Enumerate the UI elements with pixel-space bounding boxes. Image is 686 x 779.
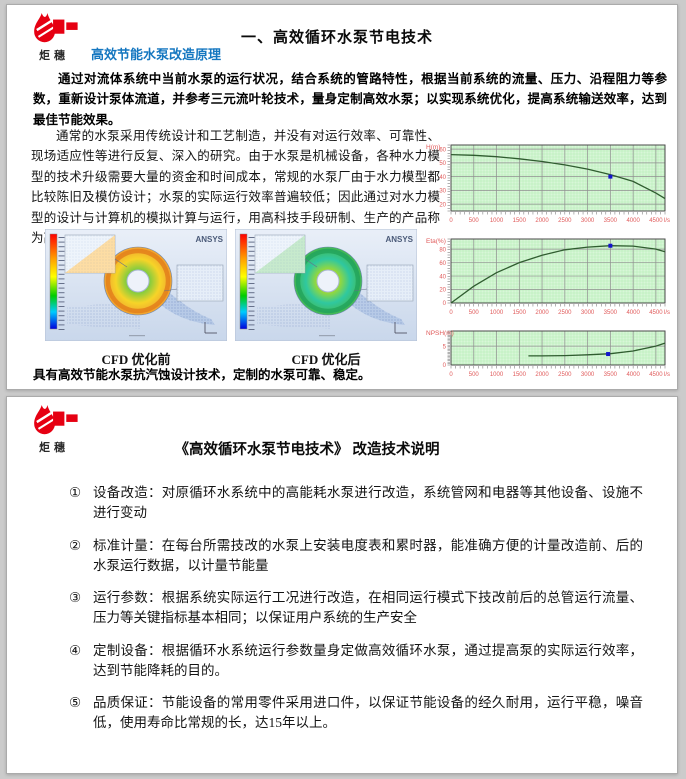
logo-text: 炬穗 <box>39 50 69 62</box>
item-number: ② <box>69 537 82 553</box>
svg-text:l/s: l/s <box>664 218 670 224</box>
svg-text:4000: 4000 <box>626 218 640 224</box>
page-2: 炬穗 《高效循环水泵节电技术》 改造技术说明 ① 设备改造：对原循环水系统中的高… <box>6 396 678 774</box>
svg-text:4000: 4000 <box>626 310 640 316</box>
svg-text:20: 20 <box>439 288 446 294</box>
cfd-image-before: ANSYS CFD 优化前 <box>45 229 227 368</box>
item-text: 运行参数：根据系统实际运行工况进行改造，在相同运行模式下技改前后的总管运行流量、… <box>93 590 643 626</box>
item-number: ⑤ <box>69 695 82 710</box>
svg-text:l/s: l/s <box>664 372 670 378</box>
svg-text:l/s: l/s <box>664 310 670 316</box>
bottom-note: 具有高效节能水泵抗汽蚀设计技术，定制的水泵可靠、稳定。 <box>33 368 371 382</box>
svg-text:60: 60 <box>439 147 446 153</box>
svg-text:1000: 1000 <box>490 310 504 316</box>
svg-text:60: 60 <box>439 261 446 267</box>
svg-text:3000: 3000 <box>581 310 595 316</box>
svg-text:1000: 1000 <box>490 372 504 378</box>
list-item: ② 标准计量：在每台所需技改的水泵上安装电度表和累时器，能准确方便的计量改造前、… <box>69 536 643 577</box>
svg-text:2000: 2000 <box>535 218 549 224</box>
list-item: ① 设备改造：对原循环水系统中的高能耗水泵进行改造，系统管网和电器等其他设备、设… <box>69 483 643 524</box>
svg-text:Eta(%): Eta(%) <box>426 238 446 245</box>
svg-text:NPSH(m): NPSH(m) <box>426 330 454 337</box>
svg-text:2500: 2500 <box>558 372 572 378</box>
item-text: 定制设备：根据循环水系统运行参数量身定做高效循环水泵，通过提高泵的实际运行效率，… <box>93 642 643 678</box>
cfd-simulation-before-image: ANSYS <box>45 229 227 341</box>
page-title: 一、高效循环水泵节电技术 <box>240 29 433 46</box>
svg-text:3500: 3500 <box>604 218 618 224</box>
flame-logo-icon <box>27 404 81 438</box>
svg-text:50: 50 <box>439 161 446 167</box>
list-item: ⑤ 品质保证：节能设备的常用零件采用进口件，以保证节能设备的经久耐用，运行平稳，… <box>69 693 643 734</box>
svg-text:80: 80 <box>439 247 446 253</box>
svg-text:4500: 4500 <box>649 218 663 224</box>
svg-text:5: 5 <box>443 344 447 350</box>
svg-text:0: 0 <box>449 310 453 316</box>
logo-text: 炬穗 <box>39 442 69 454</box>
intro-paragraph: 通过对流体系统中当前水泵的运行状况，结合系统的管路特性，根据当前系统的流量、压力… <box>33 72 667 127</box>
cfd-before-caption: CFD 优化前 <box>101 352 171 367</box>
svg-text:H(m): H(m) <box>426 144 440 151</box>
cfd-image-after: ANSYS CFD 优化后 <box>235 229 417 368</box>
svg-text:1000: 1000 <box>490 218 504 224</box>
section-subtitle: 高效节能水泵改造原理 <box>91 47 222 62</box>
svg-text:0: 0 <box>449 218 453 224</box>
efficiency-flow-chart: Eta(%) 80 60 40 20 0 0 500 1000 1500 2000 2500 3000 3… <box>425 233 673 323</box>
svg-text:2000: 2000 <box>535 372 549 378</box>
svg-text:ANSYS: ANSYS <box>385 235 413 244</box>
svg-text:4500: 4500 <box>649 372 663 378</box>
pump-curve-charts: H(m) 60 50 40 30 20 0 500 1000 1500 2000 2500 3000 35… <box>425 139 673 387</box>
flame-logo-icon <box>27 12 81 46</box>
svg-text:500: 500 <box>469 310 480 316</box>
npsh-flow-chart: NPSH(m) 5 0 0 500 1000 1500 2000 2500 3000 3500 400… <box>425 325 673 385</box>
svg-text:30: 30 <box>439 189 446 195</box>
head-flow-chart: H(m) 60 50 40 30 20 0 500 1000 1500 2000 2500 3000 35… <box>425 139 673 231</box>
svg-text:4000: 4000 <box>626 372 640 378</box>
svg-text:1500: 1500 <box>513 372 527 378</box>
item-text: 标准计量：在每台所需技改的水泵上安装电度表和累时器，能准确方便的计量改造前、后的… <box>93 537 643 573</box>
svg-text:3500: 3500 <box>604 372 618 378</box>
svg-text:3500: 3500 <box>604 310 618 316</box>
list-item: ③ 运行参数：根据系统实际运行工况进行改造，在相同运行模式下技改前后的总管运行流… <box>69 588 643 629</box>
svg-text:2500: 2500 <box>558 310 572 316</box>
company-logo: 炬穗 <box>27 404 81 455</box>
svg-text:2000: 2000 <box>535 310 549 316</box>
page-1: 炬穗 一、高效循环水泵节电技术 高效节能水泵改造原理 通过对流体系统中当前水泵的… <box>6 4 678 390</box>
item-text: 设备改造：对原循环水系统中的高能耗水泵进行改造，系统管网和电器等其他设备、设施不… <box>93 485 643 521</box>
svg-text:0: 0 <box>443 363 447 369</box>
svg-text:1500: 1500 <box>513 310 527 316</box>
page-title: 《高效循环水泵节电技术》 改造技术说明 <box>174 442 440 458</box>
svg-text:0: 0 <box>449 372 453 378</box>
company-logo: 炬穗 <box>27 12 81 63</box>
svg-text:3000: 3000 <box>581 372 595 378</box>
svg-text:500: 500 <box>469 372 480 378</box>
item-number: ③ <box>69 590 82 605</box>
svg-text:4500: 4500 <box>649 310 663 316</box>
cfd-simulation-after-image: ANSYS <box>235 229 417 341</box>
item-number: ④ <box>69 642 82 658</box>
svg-text:3000: 3000 <box>581 218 595 224</box>
item-number: ① <box>69 485 82 500</box>
svg-text:40: 40 <box>439 175 446 181</box>
item-text: 品质保证：节能设备的常用零件采用进口件，以保证节能设备的经久耐用，运行平稳，噪音… <box>93 695 643 731</box>
svg-text:20: 20 <box>439 202 446 208</box>
cfd-after-caption: CFD 优化后 <box>291 352 361 367</box>
cfd-images-row: ANSYS CFD 优化前 ANSYS CFD 优化后 <box>45 229 417 368</box>
svg-text:500: 500 <box>469 218 480 224</box>
technical-notes-list: ① 设备改造：对原循环水系统中的高能耗水泵进行改造，系统管网和电器等其他设备、设… <box>69 483 643 746</box>
svg-text:40: 40 <box>439 274 446 280</box>
list-item: ④ 定制设备：根据循环水系统运行参数量身定做高效循环水泵，通过提高泵的实际运行效… <box>69 641 643 682</box>
svg-text:2500: 2500 <box>558 218 572 224</box>
svg-text:ANSYS: ANSYS <box>195 235 223 244</box>
svg-text:0: 0 <box>443 301 447 307</box>
svg-text:1500: 1500 <box>513 218 527 224</box>
